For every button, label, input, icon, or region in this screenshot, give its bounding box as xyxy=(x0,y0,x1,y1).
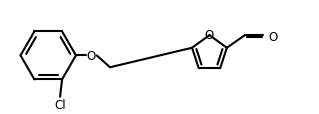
Text: O: O xyxy=(205,29,214,42)
Text: O: O xyxy=(87,49,96,62)
Text: Cl: Cl xyxy=(54,98,66,111)
Text: O: O xyxy=(268,31,277,43)
